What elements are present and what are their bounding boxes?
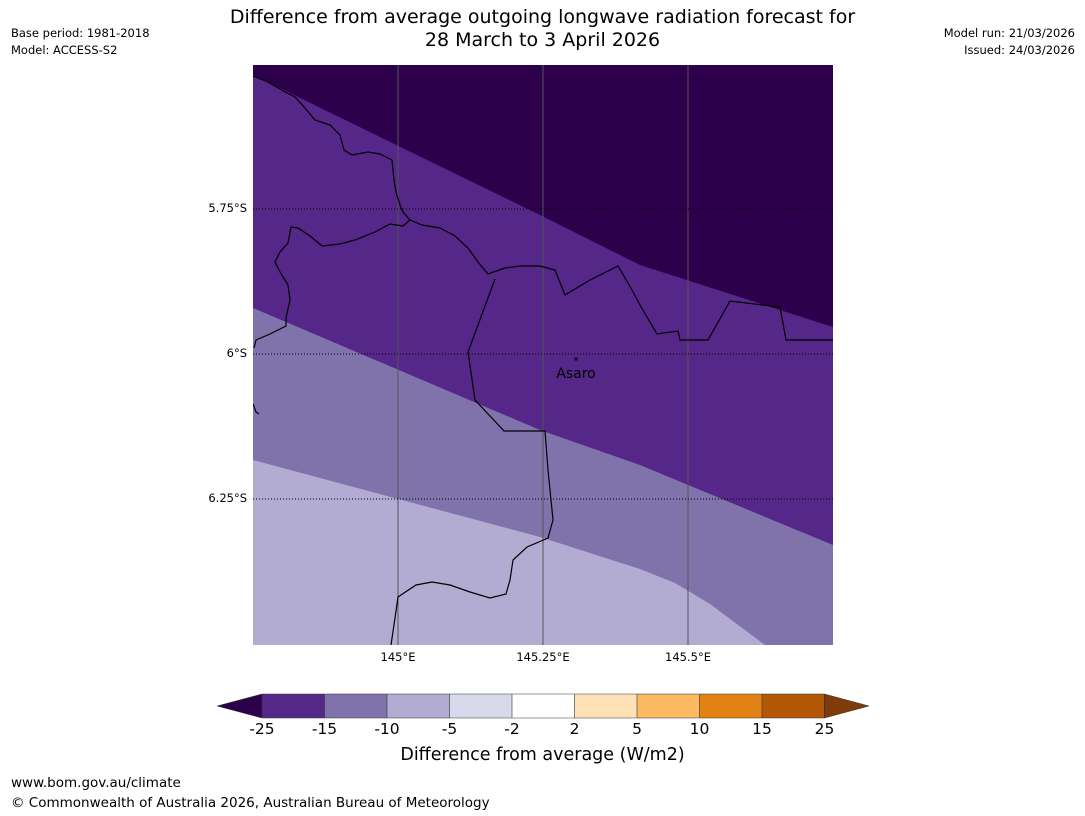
colorbar-bin-minus10 — [387, 694, 450, 718]
province-boundaries — [253, 75, 833, 645]
colorbar-tick: 25 — [814, 720, 835, 738]
colorbar-bin-15 — [762, 694, 825, 718]
map-panel[interactable]: Asaro — [253, 65, 833, 645]
map-title: Difference from average outgoing longwav… — [0, 6, 1085, 52]
model-name: Model: ACCESS-S2 — [11, 43, 118, 57]
colorbar-tick: -10 — [374, 720, 400, 738]
boundary-south — [390, 278, 554, 645]
colorbar-bin-minus15 — [324, 694, 387, 718]
header-right-meta: Model run: 21/03/2026 Issued: 24/03/2026 — [944, 25, 1075, 59]
colorbar-bin-5 — [637, 694, 700, 718]
model-run: Model run: 21/03/2026 — [943, 26, 1075, 40]
base-period: Base period: 1981-2018 — [11, 26, 150, 40]
issued-date: Issued: 24/03/2026 — [964, 43, 1075, 57]
colorbar-tick: 15 — [752, 720, 772, 738]
lat-label-5-75s: 5.75°S — [208, 201, 247, 215]
asaro-marker — [574, 357, 578, 361]
colorbar-bin-minus25 — [262, 694, 325, 718]
colorbar-tick: 10 — [689, 720, 710, 738]
title-line-2: 28 March to 3 April 2026 — [424, 29, 661, 51]
lat-label-6s: 6°S — [226, 346, 247, 360]
boundary-north — [253, 75, 411, 349]
colorbar-title: Difference from average (W/m2) — [400, 745, 685, 765]
colorbar-bin-2 — [574, 694, 637, 718]
colorbar-under-extension — [216, 693, 263, 719]
boundary-west-fragment — [253, 403, 260, 415]
colorbar-tick: 5 — [632, 720, 642, 738]
header-left-meta: Base period: 1981-2018 Model: ACCESS-S2 — [11, 25, 150, 59]
colorbar-tick: -5 — [441, 720, 458, 738]
lon-label-145-5e: 145.5°E — [665, 650, 711, 664]
colorbar-bin-minus5 — [449, 694, 512, 718]
lat-label-6-25s: 6.25°S — [208, 491, 247, 505]
footer-url[interactable]: www.bom.gov.au/climate — [11, 775, 181, 791]
colorbar-tick: -15 — [311, 720, 338, 738]
footer-copyright: © Commonwealth of Australia 2026, Austra… — [11, 795, 490, 811]
colorbar-tick: -2 — [504, 720, 520, 738]
colorbar-bin-minus2 — [512, 694, 575, 718]
colorbar-tick: 2 — [569, 720, 580, 738]
lon-label-145e: 145°E — [380, 650, 416, 664]
lon-label-145-25e: 145.25°E — [516, 650, 570, 664]
colorbar-tick: -25 — [249, 720, 275, 738]
colorbar-over-extension — [824, 693, 870, 719]
title-line-1: Difference from average outgoing longwav… — [229, 6, 856, 28]
colorbar — [216, 693, 870, 719]
asaro-label: Asaro — [556, 366, 595, 382]
colorbar-bin-10 — [699, 694, 762, 718]
boundary-central — [409, 219, 833, 341]
band-minus10-minus5 — [253, 460, 765, 645]
